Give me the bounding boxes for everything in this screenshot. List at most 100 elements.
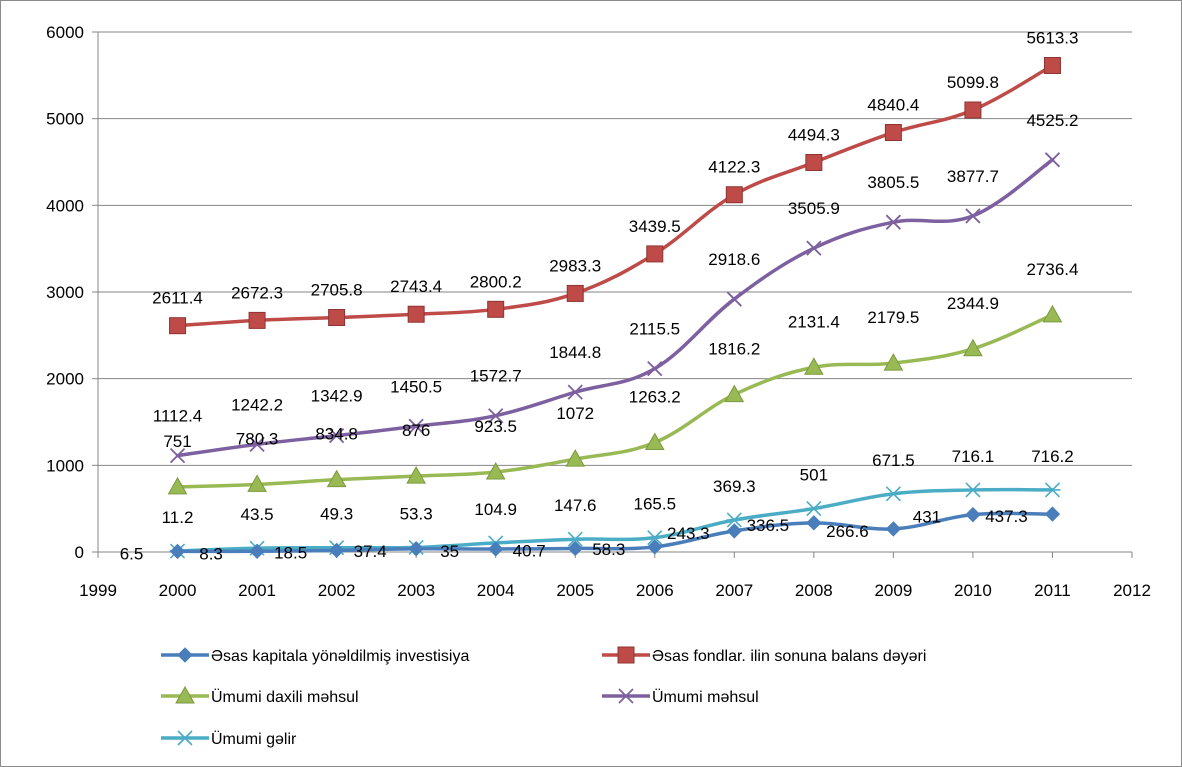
series-line [175, 63, 1055, 328]
data-label: 1072 [556, 404, 594, 423]
data-label: 2736.4 [1026, 260, 1078, 279]
data-point [965, 506, 981, 523]
y-tick-label: 2000 [46, 370, 84, 389]
data-point [328, 542, 345, 559]
data-point [803, 357, 824, 375]
data-point [726, 291, 742, 307]
data-point [408, 418, 424, 434]
x-tick-label: 2007 [715, 581, 753, 600]
data-label: 43.5 [241, 505, 274, 524]
data-label: 4525.2 [1026, 111, 1078, 130]
x-tick-label: 2004 [477, 581, 515, 600]
data-label: 1263.2 [629, 388, 681, 407]
data-label: 1816.2 [708, 340, 760, 359]
data-point [883, 353, 904, 371]
data-point [567, 540, 583, 557]
x-tick-label: 2009 [874, 581, 912, 600]
x-tick-label: 1999 [79, 581, 117, 600]
data-label: 2800.2 [470, 272, 522, 291]
data-point [885, 214, 902, 230]
data-label: 876 [402, 421, 430, 440]
data-label: 104.9 [474, 500, 517, 519]
x-tick-label: 2008 [795, 581, 833, 600]
data-point [726, 523, 743, 539]
legend-label: Ümumi gəlir [211, 730, 297, 748]
data-label: 2983.3 [549, 256, 601, 275]
data-point [644, 432, 665, 451]
data-point [725, 186, 743, 204]
legend-label: Ümumi daxili məhsul [211, 688, 359, 706]
data-point [963, 338, 983, 357]
x-tick-label: 2002 [318, 581, 356, 600]
data-label: 2131.4 [788, 312, 840, 331]
data-label: 4840.4 [867, 95, 919, 114]
legend-item: Ümumi məhsul [602, 688, 759, 706]
x-tick-label: 2011 [1034, 581, 1071, 600]
data-label: 18.5 [274, 543, 307, 562]
data-point [565, 449, 586, 467]
y-tick-label: 3000 [46, 283, 84, 302]
data-label: 437.3 [985, 507, 1028, 526]
data-label: 2743.4 [390, 277, 442, 296]
data-point [965, 208, 981, 224]
data-point [488, 408, 504, 424]
data-label: 37.4 [354, 542, 387, 561]
data-label: 40.7 [513, 541, 546, 560]
data-label: 58.3 [592, 540, 625, 559]
data-point [806, 515, 822, 531]
data-label: 3505.9 [788, 199, 840, 218]
y-tick-label: 1000 [46, 456, 84, 475]
data-point [326, 469, 347, 488]
data-point [406, 466, 427, 484]
legend-label: Əsas fondlar. ilin sonuna balans dəyəri [652, 648, 926, 665]
data-point [487, 541, 504, 557]
data-label: 671.5 [872, 451, 915, 470]
data-label: 266.6 [826, 522, 869, 541]
data-label: 716.1 [952, 447, 995, 466]
data-label: 2115.5 [629, 320, 680, 339]
data-point [885, 486, 902, 502]
series-line [175, 313, 1055, 489]
y-tick-label: 5000 [46, 110, 84, 129]
data-label: 8.3 [199, 544, 223, 563]
gridlines [98, 31, 1132, 466]
series-lines [167, 57, 1063, 560]
legend-label: Əsas kapitala yönəldilmiş investisiya [211, 648, 469, 665]
data-label: 3877.7 [947, 167, 999, 186]
data-point [328, 427, 345, 444]
data-label: 1242.2 [231, 395, 283, 414]
data-point [805, 501, 822, 517]
data-labels: 6.5 8.3 18.5 37.4 35 40.7 58.3 243.3 336.5 266.6 4… [120, 29, 1079, 564]
data-label: 1844.8 [549, 343, 601, 362]
data-label: 5613.3 [1026, 29, 1078, 48]
legend-marker [617, 646, 635, 664]
x-tick-label: 2001 [238, 581, 276, 600]
data-point [169, 447, 186, 464]
data-point [885, 521, 902, 537]
data-label: 2344.9 [947, 294, 999, 313]
data-point [1043, 57, 1061, 75]
data-point [647, 539, 663, 555]
data-label: 923.5 [474, 417, 517, 436]
data-label: 501 [800, 466, 828, 485]
data-label: 336.5 [747, 516, 790, 535]
x-tick-label: 2000 [159, 581, 197, 600]
data-point [1044, 152, 1061, 168]
data-point [328, 308, 346, 326]
data-point [724, 384, 745, 403]
data-point [567, 531, 584, 547]
data-point [646, 245, 664, 263]
data-label: 5099.8 [947, 73, 999, 92]
data-point [169, 543, 186, 560]
data-label: 1342.9 [311, 387, 363, 406]
data-point [647, 361, 663, 377]
data-label: 780.3 [236, 429, 279, 448]
data-label: 147.6 [554, 496, 597, 515]
data-point [1042, 304, 1063, 323]
data-point [1044, 506, 1061, 522]
data-point [169, 317, 187, 335]
data-label: 4122.3 [708, 158, 760, 177]
data-label: 1450.5 [390, 377, 442, 396]
